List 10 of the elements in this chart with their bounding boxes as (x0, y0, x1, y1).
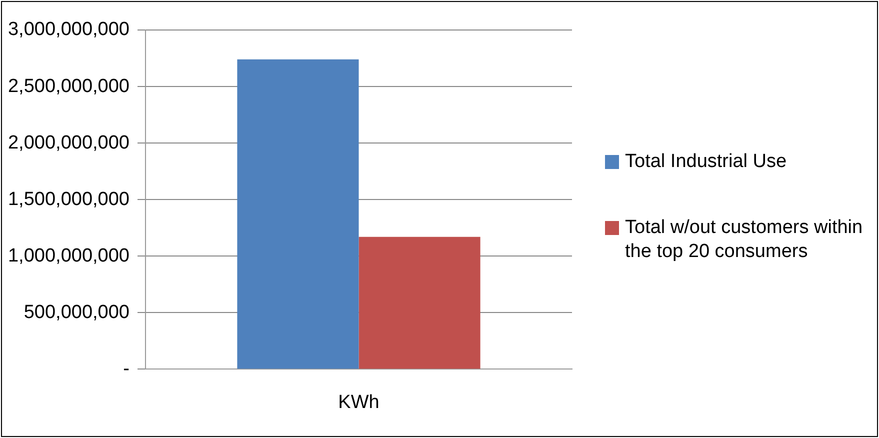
y-tick-label: 2,500,000,000 (8, 76, 130, 97)
y-tick-label: 3,000,000,000 (8, 19, 130, 40)
y-tick-label: - (123, 358, 130, 380)
x-tick-label: KWh (338, 392, 380, 413)
y-tick-label: 1,000,000,000 (8, 245, 130, 266)
legend-label: Total Industrial Use (625, 150, 787, 174)
y-tick-label: 2,000,000,000 (8, 132, 130, 154)
legend-label: Total w/out customers within the top 20 consumers (625, 216, 864, 264)
y-tick-label: 500,000,000 (24, 302, 130, 323)
y-tick-label: 1,500,000,000 (8, 188, 130, 210)
